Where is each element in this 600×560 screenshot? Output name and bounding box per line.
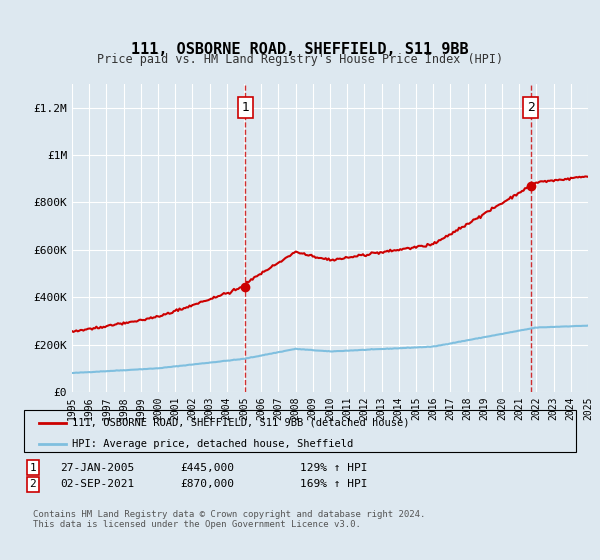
- Text: 2: 2: [527, 101, 535, 114]
- Text: Price paid vs. HM Land Registry's House Price Index (HPI): Price paid vs. HM Land Registry's House …: [97, 53, 503, 66]
- Text: £870,000: £870,000: [180, 479, 234, 489]
- Text: 111, OSBORNE ROAD, SHEFFIELD, S11 9BB (detached house): 111, OSBORNE ROAD, SHEFFIELD, S11 9BB (d…: [72, 418, 409, 428]
- Text: 02-SEP-2021: 02-SEP-2021: [60, 479, 134, 489]
- Text: 1: 1: [241, 101, 249, 114]
- Text: 1: 1: [29, 463, 37, 473]
- Text: 27-JAN-2005: 27-JAN-2005: [60, 463, 134, 473]
- Text: HPI: Average price, detached house, Sheffield: HPI: Average price, detached house, Shef…: [72, 438, 353, 449]
- Text: 111, OSBORNE ROAD, SHEFFIELD, S11 9BB: 111, OSBORNE ROAD, SHEFFIELD, S11 9BB: [131, 42, 469, 57]
- Text: 2: 2: [29, 479, 37, 489]
- Text: 129% ↑ HPI: 129% ↑ HPI: [300, 463, 367, 473]
- Text: Contains HM Land Registry data © Crown copyright and database right 2024.
This d: Contains HM Land Registry data © Crown c…: [33, 510, 425, 529]
- Text: 169% ↑ HPI: 169% ↑ HPI: [300, 479, 367, 489]
- Text: £445,000: £445,000: [180, 463, 234, 473]
